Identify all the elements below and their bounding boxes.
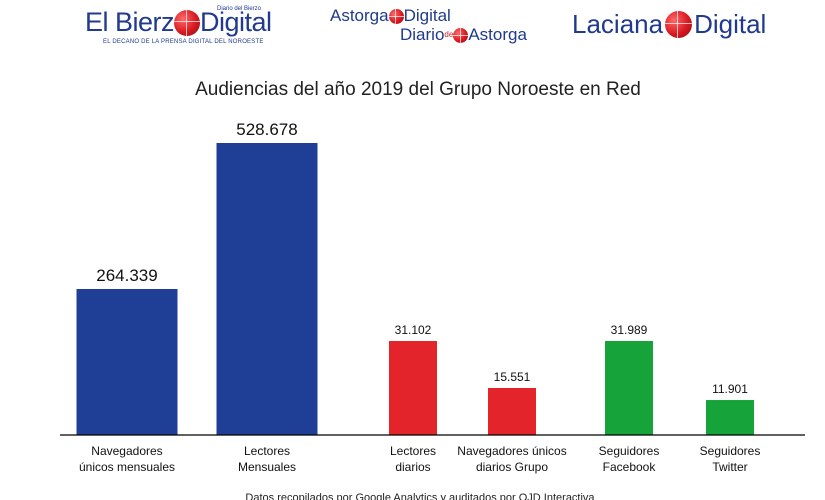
bar-value-label: 11.901 — [712, 382, 748, 396]
bar-value-label: 31.989 — [611, 323, 648, 337]
category-label: Lectores — [244, 444, 290, 458]
globe-icon — [665, 11, 693, 38]
laciana-logo-word-1: Laciana — [572, 9, 664, 39]
category-label: Navegadores — [91, 444, 162, 458]
chart-title: Audiencias del año 2019 del Grupo Noroes… — [195, 79, 641, 100]
category-label: diarios Grupo — [476, 460, 548, 474]
chart-footnote: Datos recopilados por Google Analytics y… — [245, 492, 595, 500]
category-label: Seguidores — [700, 444, 761, 458]
bar-value-label: 264.339 — [96, 266, 157, 285]
globe-icon — [174, 9, 201, 36]
bierzo-tagline: EL DECANO DE LA PRENSA DIGITAL DEL NOROE… — [103, 39, 264, 45]
category-label: Mensuales — [238, 460, 296, 474]
bar-1 — [216, 143, 318, 435]
astorga-logo-word-2: Digital — [403, 6, 451, 25]
diario-astorga-word-1: Diario — [400, 25, 445, 44]
diario-astorga-sup: de — [444, 30, 454, 39]
bierzo-small-caption: Diario del Bierzo — [217, 6, 262, 12]
category-label: Navegadores únicos — [457, 444, 566, 458]
category-label: Facebook — [603, 460, 657, 474]
astorga-digital-logo: Astorga Digital Diariode Astorga — [330, 6, 527, 44]
category-label: únicos mensuales — [79, 460, 175, 474]
bars-group: 264.339 Navegadores únicos mensuales 528.67… — [76, 120, 761, 474]
laciana-digital-logo: Laciana Digital — [572, 9, 766, 40]
laciana-logo-word-2: Digital — [694, 9, 767, 39]
diario-astorga-word-2: Astorga — [468, 25, 527, 44]
bierzo-logo-word-2: Digital — [200, 7, 272, 37]
globe-icon — [453, 28, 469, 44]
bar-3 — [488, 388, 536, 435]
globe-icon — [388, 9, 404, 25]
bar-4 — [605, 341, 653, 435]
bar-5 — [706, 400, 754, 435]
bar-value-label: 31.102 — [395, 323, 432, 337]
bar-value-label: 15.551 — [494, 370, 531, 384]
bar-value-label: 528.678 — [236, 120, 297, 139]
category-label: Lectores — [390, 444, 436, 458]
el-bierzo-digital-logo: Diario del Bierzo El Bierz Digital EL DEC… — [85, 6, 272, 45]
bierzo-logo-word-1: El Bierz — [85, 7, 175, 37]
category-label: diarios — [395, 460, 430, 474]
bar-2 — [389, 341, 437, 435]
astorga-logo-word-1: Astorga — [330, 6, 389, 25]
category-label: Seguidores — [599, 444, 660, 458]
category-label: Twitter — [712, 460, 747, 474]
bar-0 — [76, 289, 178, 435]
